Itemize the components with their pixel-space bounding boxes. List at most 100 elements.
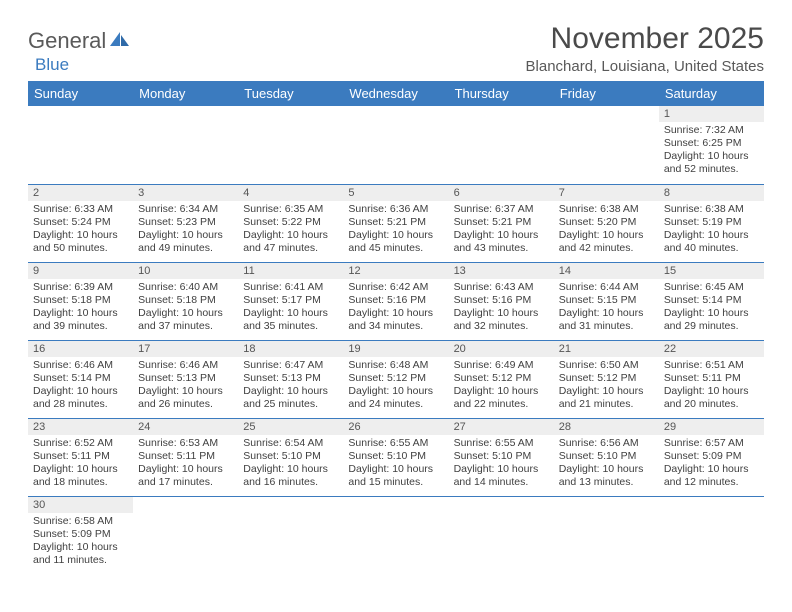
- calendar-cell: 21Sunrise: 6:50 AMSunset: 5:12 PMDayligh…: [554, 340, 659, 418]
- day-number: 26: [343, 419, 448, 435]
- day-details: Sunrise: 6:40 AMSunset: 5:18 PMDaylight:…: [133, 279, 238, 338]
- day-details: Sunrise: 6:44 AMSunset: 5:15 PMDaylight:…: [554, 279, 659, 338]
- day-line: Sunrise: 6:54 AM: [243, 437, 338, 450]
- day-number: 5: [343, 185, 448, 201]
- day-line: Sunrise: 6:35 AM: [243, 203, 338, 216]
- day-details: Sunrise: 6:46 AMSunset: 5:14 PMDaylight:…: [28, 357, 133, 416]
- day-line: Daylight: 10 hours: [33, 541, 128, 554]
- day-line: Sunrise: 6:44 AM: [559, 281, 654, 294]
- calendar-cell: 23Sunrise: 6:52 AMSunset: 5:11 PMDayligh…: [28, 418, 133, 496]
- day-details: Sunrise: 6:50 AMSunset: 5:12 PMDaylight:…: [554, 357, 659, 416]
- calendar-cell: 6Sunrise: 6:37 AMSunset: 5:21 PMDaylight…: [449, 184, 554, 262]
- day-details: Sunrise: 6:33 AMSunset: 5:24 PMDaylight:…: [28, 201, 133, 260]
- day-line: Sunset: 5:11 PM: [138, 450, 233, 463]
- day-line: and 17 minutes.: [138, 476, 233, 489]
- day-number: 23: [28, 419, 133, 435]
- day-line: Sunset: 5:12 PM: [454, 372, 549, 385]
- day-line: Sunset: 5:21 PM: [348, 216, 443, 229]
- day-details: Sunrise: 6:52 AMSunset: 5:11 PMDaylight:…: [28, 435, 133, 494]
- day-line: Sunrise: 6:58 AM: [33, 515, 128, 528]
- calendar-cell: [343, 496, 448, 574]
- day-line: Daylight: 10 hours: [33, 307, 128, 320]
- header: General November 2025 Blanchard, Louisia…: [28, 22, 764, 75]
- day-line: Sunrise: 6:39 AM: [33, 281, 128, 294]
- calendar-cell: 10Sunrise: 6:40 AMSunset: 5:18 PMDayligh…: [133, 262, 238, 340]
- sail-icon: [108, 30, 130, 48]
- day-number: 18: [238, 341, 343, 357]
- day-line: Daylight: 10 hours: [454, 229, 549, 242]
- day-number: 3: [133, 185, 238, 201]
- day-line: Daylight: 10 hours: [138, 307, 233, 320]
- day-line: Sunrise: 6:48 AM: [348, 359, 443, 372]
- day-line: Daylight: 10 hours: [664, 229, 759, 242]
- day-line: and 12 minutes.: [664, 476, 759, 489]
- day-details: Sunrise: 6:46 AMSunset: 5:13 PMDaylight:…: [133, 357, 238, 416]
- day-line: and 11 minutes.: [33, 554, 128, 567]
- day-line: and 13 minutes.: [559, 476, 654, 489]
- day-number: 29: [659, 419, 764, 435]
- calendar-cell: [554, 106, 659, 184]
- day-details: Sunrise: 6:58 AMSunset: 5:09 PMDaylight:…: [28, 513, 133, 572]
- day-number: 2: [28, 185, 133, 201]
- day-details: Sunrise: 6:37 AMSunset: 5:21 PMDaylight:…: [449, 201, 554, 260]
- day-line: Sunrise: 6:38 AM: [559, 203, 654, 216]
- day-line: and 20 minutes.: [664, 398, 759, 411]
- day-line: Sunrise: 6:38 AM: [664, 203, 759, 216]
- day-details: Sunrise: 6:38 AMSunset: 5:19 PMDaylight:…: [659, 201, 764, 260]
- title-block: November 2025 Blanchard, Louisiana, Unit…: [526, 22, 764, 75]
- day-line: and 22 minutes.: [454, 398, 549, 411]
- calendar-cell: [133, 106, 238, 184]
- day-line: Sunrise: 6:52 AM: [33, 437, 128, 450]
- day-line: Sunset: 6:25 PM: [664, 137, 759, 150]
- day-line: Sunrise: 6:42 AM: [348, 281, 443, 294]
- day-line: Sunrise: 6:49 AM: [454, 359, 549, 372]
- calendar-cell: 29Sunrise: 6:57 AMSunset: 5:09 PMDayligh…: [659, 418, 764, 496]
- calendar-cell: 19Sunrise: 6:48 AMSunset: 5:12 PMDayligh…: [343, 340, 448, 418]
- day-details: Sunrise: 6:35 AMSunset: 5:22 PMDaylight:…: [238, 201, 343, 260]
- day-line: and 26 minutes.: [138, 398, 233, 411]
- day-line: Daylight: 10 hours: [559, 229, 654, 242]
- brand-part2: Blue: [35, 55, 69, 75]
- day-line: Sunrise: 6:57 AM: [664, 437, 759, 450]
- calendar-cell: 1Sunrise: 7:32 AMSunset: 6:25 PMDaylight…: [659, 106, 764, 184]
- day-number: 22: [659, 341, 764, 357]
- day-line: Daylight: 10 hours: [559, 385, 654, 398]
- day-number: 1: [659, 106, 764, 122]
- day-line: Sunset: 5:13 PM: [138, 372, 233, 385]
- day-line: Sunrise: 6:40 AM: [138, 281, 233, 294]
- day-line: Sunset: 5:11 PM: [33, 450, 128, 463]
- day-line: Sunset: 5:17 PM: [243, 294, 338, 307]
- day-line: Sunset: 5:09 PM: [33, 528, 128, 541]
- day-line: and 28 minutes.: [33, 398, 128, 411]
- day-line: Sunset: 5:10 PM: [243, 450, 338, 463]
- day-line: and 16 minutes.: [243, 476, 338, 489]
- calendar-cell: 16Sunrise: 6:46 AMSunset: 5:14 PMDayligh…: [28, 340, 133, 418]
- day-line: and 25 minutes.: [243, 398, 338, 411]
- day-line: Sunset: 5:09 PM: [664, 450, 759, 463]
- calendar-cell: 11Sunrise: 6:41 AMSunset: 5:17 PMDayligh…: [238, 262, 343, 340]
- day-line: Sunset: 5:10 PM: [454, 450, 549, 463]
- day-details: Sunrise: 6:57 AMSunset: 5:09 PMDaylight:…: [659, 435, 764, 494]
- day-details: Sunrise: 6:45 AMSunset: 5:14 PMDaylight:…: [659, 279, 764, 338]
- calendar-cell: [659, 496, 764, 574]
- day-line: and 50 minutes.: [33, 242, 128, 255]
- day-line: Sunset: 5:14 PM: [33, 372, 128, 385]
- day-number: 16: [28, 341, 133, 357]
- weekday-header: Monday: [133, 81, 238, 106]
- day-line: Daylight: 10 hours: [243, 229, 338, 242]
- day-line: Daylight: 10 hours: [138, 229, 233, 242]
- day-details: Sunrise: 7:32 AMSunset: 6:25 PMDaylight:…: [659, 122, 764, 181]
- day-line: Sunrise: 6:46 AM: [138, 359, 233, 372]
- calendar-week: 30Sunrise: 6:58 AMSunset: 5:09 PMDayligh…: [28, 496, 764, 574]
- day-line: and 45 minutes.: [348, 242, 443, 255]
- day-line: Sunrise: 6:51 AM: [664, 359, 759, 372]
- weekday-header: Sunday: [28, 81, 133, 106]
- day-line: Sunrise: 6:50 AM: [559, 359, 654, 372]
- day-line: and 52 minutes.: [664, 163, 759, 176]
- calendar-cell: 27Sunrise: 6:55 AMSunset: 5:10 PMDayligh…: [449, 418, 554, 496]
- day-line: Daylight: 10 hours: [454, 307, 549, 320]
- day-details: Sunrise: 6:53 AMSunset: 5:11 PMDaylight:…: [133, 435, 238, 494]
- day-details: Sunrise: 6:36 AMSunset: 5:21 PMDaylight:…: [343, 201, 448, 260]
- day-line: Sunset: 5:19 PM: [664, 216, 759, 229]
- day-details: Sunrise: 6:34 AMSunset: 5:23 PMDaylight:…: [133, 201, 238, 260]
